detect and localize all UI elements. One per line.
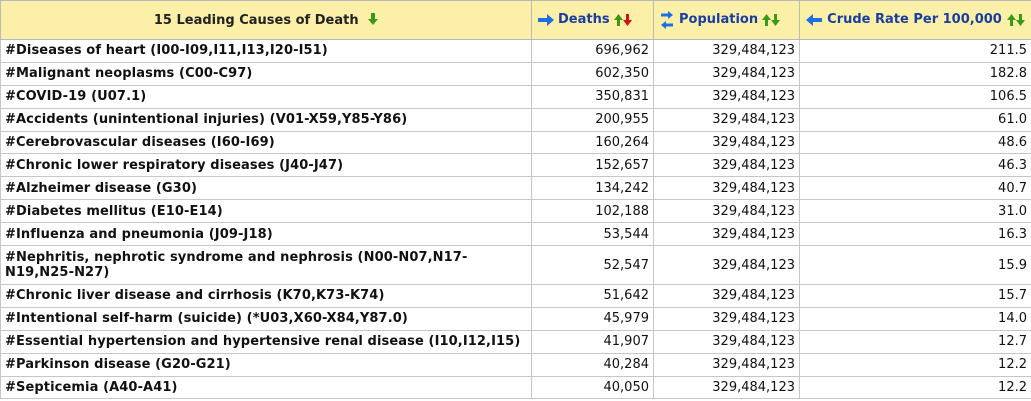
- population-cell: 329,484,123: [653, 375, 800, 400]
- crude-rate-cell: 14.0: [799, 306, 1031, 331]
- population-cell: 329,484,123: [653, 84, 800, 109]
- deaths-cell: 51,642: [531, 284, 654, 308]
- deaths-cell: 350,831: [531, 84, 654, 109]
- swap-columns-icon[interactable]: [660, 10, 674, 30]
- cause-cell: #Essential hypertension and hypertensive…: [0, 329, 532, 354]
- crude-rate-cell: 12.7: [799, 329, 1031, 354]
- population-cell: 329,484,123: [653, 222, 800, 247]
- deaths-cell: 40,284: [531, 352, 654, 377]
- population-cell: 329,484,123: [653, 329, 800, 354]
- cause-column-header[interactable]: 15 Leading Causes of Death: [0, 0, 532, 40]
- crude-rate-cell: 61.0: [799, 107, 1031, 132]
- cause-cell: #Nephritis, nephrotic syndrome and nephr…: [0, 245, 532, 286]
- population-cell: 329,484,123: [653, 284, 800, 308]
- sort-down-red-icon[interactable]: [622, 14, 632, 26]
- deaths-cell: 45,979: [531, 306, 654, 331]
- sort-down-green-icon[interactable]: [1016, 14, 1025, 26]
- cause-cell: #Diabetes mellitus (E10-E14): [0, 199, 532, 224]
- deaths-cell: 53,544: [531, 222, 654, 247]
- deaths-header-label: Deaths: [558, 12, 610, 27]
- table-row: #COVID-19 (U07.1) 350,831 329,484,123 10…: [0, 84, 1031, 109]
- population-cell: 329,484,123: [653, 61, 800, 86]
- population-cell: 329,484,123: [653, 352, 800, 377]
- cause-cell: #Intentional self-harm (suicide) (*U03,X…: [0, 306, 532, 331]
- crude-rate-cell: 15.7: [799, 284, 1031, 308]
- deaths-cell: 134,242: [531, 176, 654, 201]
- cause-header-label: 15 Leading Causes of Death: [153, 12, 359, 28]
- table-row: #Nephritis, nephrotic syndrome and nephr…: [0, 245, 1031, 286]
- cause-cell: #COVID-19 (U07.1): [0, 84, 532, 109]
- table-row: #Cerebrovascular diseases (I60-I69) 160,…: [0, 130, 1031, 155]
- population-cell: 329,484,123: [653, 176, 800, 201]
- cause-cell: #Parkinson disease (G20-G21): [0, 352, 532, 377]
- sort-up-green-icon[interactable]: [762, 14, 772, 26]
- deaths-cell: 102,188: [531, 199, 654, 224]
- crude-rate-cell: 12.2: [799, 352, 1031, 377]
- cause-cell: #Cerebrovascular diseases (I60-I69): [0, 130, 532, 155]
- deaths-cell: 160,264: [531, 130, 654, 155]
- crude-rate-cell: 106.5: [799, 84, 1031, 109]
- population-column-header[interactable]: Population: [653, 0, 800, 40]
- cause-cell: #Diseases of heart (I00-I09,I11,I13,I20-…: [0, 39, 532, 63]
- population-cell: 329,484,123: [653, 130, 800, 155]
- cause-cell: #Accidents (unintentional injuries) (V01…: [0, 107, 532, 132]
- table-row: #Accidents (unintentional injuries) (V01…: [0, 107, 1031, 132]
- population-cell: 329,484,123: [653, 245, 800, 286]
- population-header-label: Population: [679, 12, 759, 27]
- deaths-cell: 40,050: [531, 375, 654, 400]
- population-cell: 329,484,123: [653, 153, 800, 178]
- cause-cell: #Septicemia (A40-A41): [0, 375, 532, 400]
- sort-down-green-icon[interactable]: [368, 12, 379, 25]
- cause-cell: #Alzheimer disease (G30): [0, 176, 532, 201]
- crude-rate-header-label: Crude Rate Per 100,000: [827, 12, 1002, 27]
- population-cell: 329,484,123: [653, 107, 800, 132]
- population-cell: 329,484,123: [653, 306, 800, 331]
- move-column-right-icon[interactable]: [538, 14, 554, 26]
- population-cell: 329,484,123: [653, 199, 800, 224]
- deaths-cell: 41,907: [531, 329, 654, 354]
- table-row: #Malignant neoplasms (C00-C97) 602,350 3…: [0, 61, 1031, 86]
- crude-rate-cell: 31.0: [799, 199, 1031, 224]
- population-cell: 329,484,123: [653, 39, 800, 63]
- table-row: #Chronic liver disease and cirrhosis (K7…: [0, 284, 1031, 308]
- table-row: #Septicemia (A40-A41) 40,050 329,484,123…: [0, 375, 1031, 400]
- sort-up-green-icon[interactable]: [1007, 14, 1016, 26]
- crude-rate-cell: 48.6: [799, 130, 1031, 155]
- crude-rate-cell: 12.2: [799, 375, 1031, 400]
- crude-rate-cell: 46.3: [799, 153, 1031, 178]
- crude-rate-cell: 15.9: [799, 245, 1031, 286]
- deaths-column-header[interactable]: Deaths: [531, 0, 654, 40]
- table-row: #Alzheimer disease (G30) 134,242 329,484…: [0, 176, 1031, 201]
- deaths-cell: 200,955: [531, 107, 654, 132]
- cause-cell: #Chronic lower respiratory diseases (J40…: [0, 153, 532, 178]
- sort-up-green-icon[interactable]: [613, 14, 623, 26]
- sort-down-green-icon[interactable]: [771, 14, 781, 26]
- table-row: #Influenza and pneumonia (J09-J18) 53,54…: [0, 222, 1031, 247]
- crude-rate-cell: 211.5: [799, 39, 1031, 63]
- crude-rate-column-header[interactable]: Crude Rate Per 100,000: [799, 0, 1031, 40]
- move-column-left-icon[interactable]: [806, 14, 822, 26]
- crude-rate-cell: 40.7: [799, 176, 1031, 201]
- deaths-cell: 696,962: [531, 39, 654, 63]
- table-row: #Essential hypertension and hypertensive…: [0, 329, 1031, 354]
- cause-cell: #Malignant neoplasms (C00-C97): [0, 61, 532, 86]
- cause-cell: #Chronic liver disease and cirrhosis (K7…: [0, 284, 532, 308]
- deaths-cell: 602,350: [531, 61, 654, 86]
- crude-rate-cell: 16.3: [799, 222, 1031, 247]
- table-row: #Intentional self-harm (suicide) (*U03,X…: [0, 306, 1031, 331]
- cause-cell: #Influenza and pneumonia (J09-J18): [0, 222, 532, 247]
- crude-rate-cell: 182.8: [799, 61, 1031, 86]
- deaths-cell: 52,547: [531, 245, 654, 286]
- table-row: #Parkinson disease (G20-G21) 40,284 329,…: [0, 352, 1031, 377]
- table-row: #Chronic lower respiratory diseases (J40…: [0, 153, 1031, 178]
- table-row: #Diabetes mellitus (E10-E14) 102,188 329…: [0, 199, 1031, 224]
- deaths-cell: 152,657: [531, 153, 654, 178]
- table-row: #Diseases of heart (I00-I09,I11,I13,I20-…: [0, 39, 1031, 63]
- header-row: 15 Leading Causes of Death Deaths: [0, 0, 1031, 40]
